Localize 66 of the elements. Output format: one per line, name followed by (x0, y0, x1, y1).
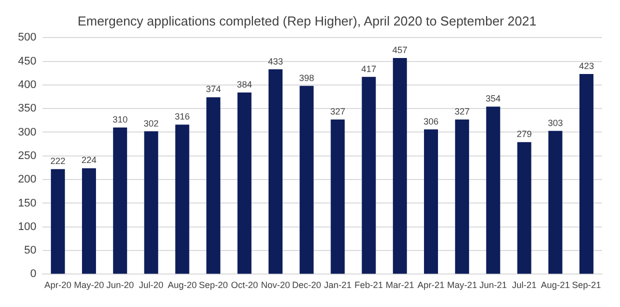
y-tick-label: 500 (18, 32, 36, 44)
data-label: 303 (548, 118, 563, 128)
x-tick-label: Dec-20 (292, 280, 322, 290)
data-label: 327 (454, 106, 470, 116)
data-label: 224 (81, 155, 97, 166)
x-tick-label: Aug-20 (168, 280, 197, 290)
y-tick-label: 100 (18, 220, 36, 233)
bar (50, 169, 65, 274)
data-label: 398 (299, 72, 314, 83)
data-label: 423 (578, 61, 594, 72)
data-label: 279 (516, 129, 532, 140)
bar (424, 129, 438, 274)
x-tick-label: Sep-21 (572, 280, 601, 290)
data-label: 374 (206, 84, 221, 94)
bar (330, 119, 345, 274)
x-tick-label: Jun-21 (479, 280, 507, 290)
x-tick-label: Nov-20 (261, 280, 290, 290)
x-tick-label: Apr-20 (44, 280, 72, 290)
x-tick-label: Sep-20 (198, 280, 228, 290)
x-tick-label: Jul-20 (138, 280, 164, 290)
y-tick-label: 50 (24, 244, 36, 257)
y-tick-label: 350 (18, 102, 36, 115)
y-tick-label: 0 (30, 268, 36, 280)
bar (392, 58, 407, 274)
bar (237, 92, 252, 274)
y-tick-label: 250 (18, 150, 36, 162)
data-label: 222 (50, 156, 66, 166)
bar (362, 76, 376, 274)
data-label: 316 (174, 112, 190, 122)
x-tick-label: Mar-21 (386, 280, 414, 290)
bar (82, 168, 96, 274)
x-tick-label: Oct-20 (230, 280, 258, 290)
y-tick-label: 150 (18, 197, 36, 210)
data-label: 457 (392, 44, 408, 55)
data-label: 306 (423, 116, 439, 126)
bar (113, 128, 128, 274)
y-tick-label: 400 (18, 78, 36, 91)
bar (548, 130, 562, 274)
bar (144, 131, 158, 274)
x-tick-label: Aug-21 (540, 280, 570, 290)
y-tick-label: 200 (18, 174, 36, 186)
x-tick-label: Apr-21 (417, 280, 445, 290)
chart-title: Emergency applications completed (Rep Higher), April 2020 to September 2021 (78, 13, 536, 28)
data-label: 302 (144, 118, 159, 128)
x-tick-label: Feb-21 (354, 280, 384, 290)
y-tick-label: 450 (18, 55, 36, 68)
x-tick-label: Jan-21 (324, 280, 352, 290)
data-label: 384 (236, 79, 252, 90)
data-label: 310 (112, 114, 128, 124)
y-tick-label: 300 (18, 126, 36, 138)
bar (300, 86, 314, 274)
x-tick-label: May-20 (74, 280, 104, 290)
data-label: 354 (486, 94, 501, 104)
data-label: 327 (330, 106, 346, 116)
bar (455, 119, 470, 274)
bar (175, 124, 190, 274)
bar (579, 74, 594, 274)
bar (268, 69, 283, 274)
x-tick-label: Jun-20 (106, 280, 134, 290)
x-tick-label: Jul-21 (512, 280, 537, 290)
x-tick-label: May-21 (447, 280, 478, 290)
bar (486, 106, 500, 274)
bar (517, 142, 532, 274)
data-label: 417 (361, 64, 376, 74)
data-label: 433 (268, 56, 284, 66)
bar (206, 97, 220, 274)
